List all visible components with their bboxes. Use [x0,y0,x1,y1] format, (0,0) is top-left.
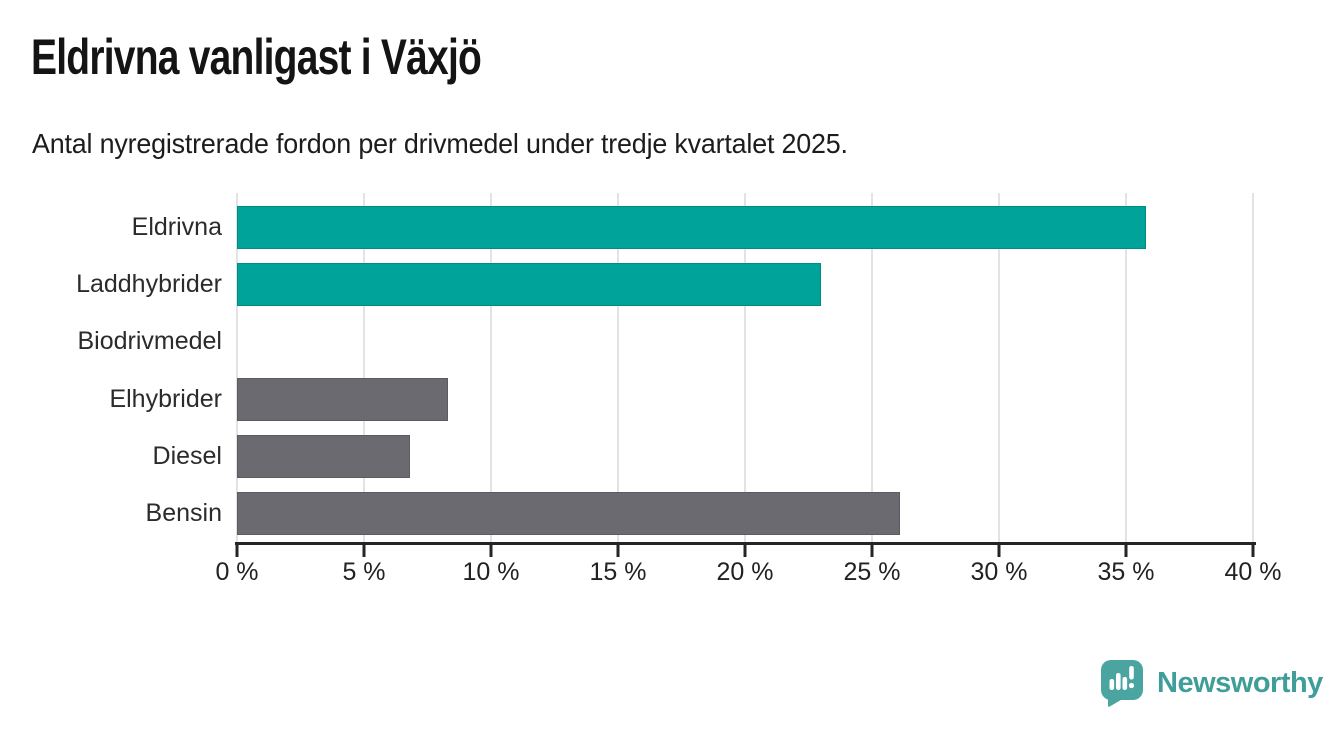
x-axis-tick [870,545,874,557]
gridline [871,193,873,542]
x-tick-label: 25 % [843,558,901,586]
chart-row: Laddhybrider [76,256,1253,313]
gridline [1125,193,1127,542]
gridline [1252,193,1254,542]
gridline [617,193,619,542]
chart-row: Eldrivna [132,199,1253,256]
bar-laddhybrider [237,263,822,307]
gridline [363,193,365,542]
gridline [744,193,746,542]
gridline [490,193,492,542]
gridlines [236,193,1254,542]
x-tick-label: 10 % [462,558,520,586]
y-axis-label: Diesel [152,441,222,470]
gridline [998,193,1000,542]
bar-eldrivna [237,206,1147,250]
x-axis-tick-labels: 0 % 5 % 10 % 15 % 20 % 25 % 30 % 35 % 40 % [215,558,1281,590]
chart-row: Diesel [153,428,1253,485]
x-axis-tick [616,545,620,557]
x-tick-label: 40 % [1224,558,1282,586]
y-axis-label: Elhybrider [109,384,222,413]
chart-row: Biodrivmedel [77,313,1253,370]
y-axis-label: Biodrivmedel [77,327,222,356]
x-tick-label: 0 % [215,558,259,586]
chart-subtitle: Antal nyregistrerade fordon per drivmede… [32,128,848,159]
bar-elhybrider [237,377,448,421]
y-axis-label: Laddhybrider [76,270,222,299]
x-axis-tick [743,545,747,557]
x-axis-ticks [235,542,1255,557]
y-axis-label: Bensin [145,498,222,527]
chart-row: Elhybrider [109,371,1253,428]
x-tick-label: 20 % [716,558,774,586]
newsworthy-pin-barchart-icon [1100,659,1144,708]
plot-area: Eldrivna Laddhybrider Biodrivmedel Elhybrid… [76,193,1281,586]
x-axis-tick [997,545,1001,557]
brand-name: Newsworthy [1157,667,1323,699]
x-tick-label: 5 % [342,558,386,586]
newsworthy-logo: Newsworthy [1100,659,1323,708]
bar-bensin [237,491,900,535]
x-tick-label: 15 % [589,558,647,586]
chart-title: Eldrivna vanligast i Växjö [31,29,482,85]
bar-diesel [237,434,410,478]
x-axis-tick [489,545,493,557]
chart-row: Bensin [146,485,1253,542]
x-axis-tick [362,545,366,557]
x-axis-line [235,542,1256,545]
x-axis-tick [235,545,239,557]
x-tick-label: 35 % [1097,558,1155,586]
bar-rows: Eldrivna Laddhybrider Biodrivmedel Elhybrid… [76,199,1253,542]
y-axis-label: Eldrivna [131,213,222,242]
gridline [236,193,238,542]
x-tick-label: 30 % [970,558,1028,586]
x-axis-tick [1251,545,1255,557]
x-axis-tick [1124,545,1128,557]
